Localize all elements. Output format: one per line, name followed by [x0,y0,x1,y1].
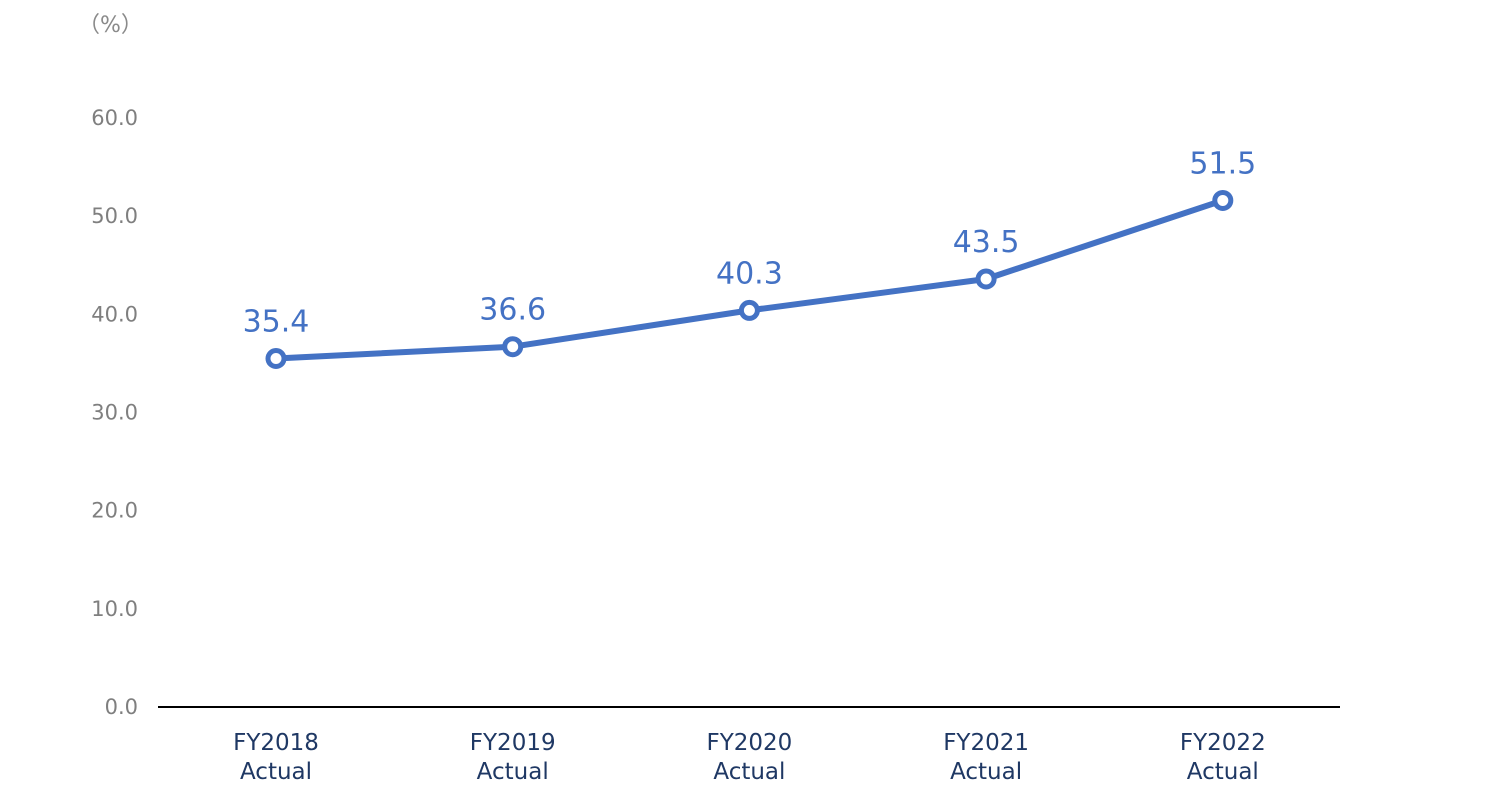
data-point-marker [502,336,524,358]
data-point-marker [1212,189,1234,211]
data-label: 51.5 [1189,146,1256,181]
x-tick-label: FY2019 Actual [470,730,556,785]
data-label: 43.5 [953,225,1020,260]
y-tick-label: 30.0 [91,401,138,425]
data-label: 40.3 [716,256,783,291]
y-tick-label: 50.0 [91,204,138,228]
x-tick-label-line: Actual [240,759,312,785]
y-tick-label: 10.0 [91,597,138,621]
x-tick-label-line: FY2022 [1180,730,1266,756]
x-tick-label-line: FY2018 [233,730,319,756]
x-tick-label-line: Actual [713,759,785,785]
x-tick-label: FY2018 Actual [233,730,319,785]
x-tick-label-line: Actual [1187,759,1259,785]
x-tick-label-line: Actual [950,759,1022,785]
y-tick-label: 0.0 [105,695,138,719]
x-tick-label-line: FY2019 [470,730,556,756]
data-point-marker [265,347,287,369]
y-tick-label: 60.0 [91,106,138,130]
y-axis-unit-label: （%） [78,13,143,38]
data-point-marker [738,299,760,321]
data-labels: 35.4 36.6 40.3 43.5 51.5 [243,146,1257,339]
x-tick-label-line: FY2020 [706,730,792,756]
y-tick-label: 20.0 [91,499,138,523]
x-tick-label: FY2022 Actual [1180,730,1266,785]
y-axis-ticks: 0.0 10.0 20.0 30.0 40.0 50.0 60.0 [91,106,138,719]
data-point-markers [265,189,1234,369]
y-tick-label: 40.0 [91,302,138,326]
x-tick-label: FY2021 Actual [943,730,1029,785]
data-label: 36.6 [479,293,546,328]
x-tick-label-line: FY2021 [943,730,1029,756]
x-tick-label-line: Actual [477,759,549,785]
data-point-marker [975,268,997,290]
x-tick-label: FY2020 Actual [706,730,792,785]
data-label: 35.4 [243,304,310,339]
